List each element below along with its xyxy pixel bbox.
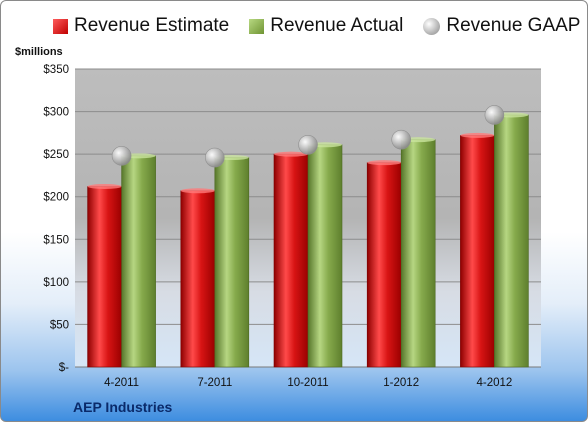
point-revenue-gaap <box>484 105 505 125</box>
bar-top-estimate <box>87 183 122 189</box>
bar-top-estimate <box>180 188 215 194</box>
legend-swatch-estimate <box>53 18 68 34</box>
y-tick-label: $250 <box>43 149 69 161</box>
bar-revenue-actual <box>307 144 343 368</box>
company-name: AEP Industries <box>73 399 173 415</box>
bar-revenue-estimate <box>460 135 495 368</box>
legend-item-actual: Revenue Actual <box>249 15 403 37</box>
x-tick-label: 4-2012 <box>476 377 512 389</box>
x-tick-label: 10-2011 <box>287 377 328 389</box>
bar-revenue-actual <box>214 157 250 368</box>
bar-top-estimate <box>460 132 495 138</box>
bar-top-estimate <box>367 160 402 166</box>
bar-revenue-actual <box>400 139 436 368</box>
y-tick-label: $200 <box>43 192 69 204</box>
legend-label-gaap: Revenue GAAP <box>446 15 581 36</box>
legend: Revenue Estimate Revenue Actual Revenue … <box>53 15 580 37</box>
bar-revenue-actual <box>494 114 529 368</box>
y-tick-label: $300 <box>43 107 69 119</box>
legend-label-estimate: Revenue Estimate <box>74 15 230 36</box>
point-revenue-gaap <box>205 147 225 168</box>
y-axis-unit-label: $millions <box>15 46 63 58</box>
bar-revenue-estimate <box>180 190 216 368</box>
legend-label-actual: Revenue Actual <box>270 15 404 36</box>
bar-revenue-estimate <box>273 153 309 368</box>
bar-revenue-estimate <box>87 186 122 368</box>
legend-item-gaap: Revenue GAAP <box>423 15 580 37</box>
y-tick-label: $50 <box>50 319 69 331</box>
x-tick-label: 4-2011 <box>104 377 139 389</box>
y-tick-label: $- <box>59 362 69 374</box>
bar-revenue-estimate <box>366 162 402 368</box>
legend-swatch-actual <box>249 18 265 34</box>
y-tick-label: $350 <box>43 64 69 76</box>
y-tick-label: $150 <box>43 234 69 246</box>
legend-item-estimate: Revenue Estimate <box>53 15 229 37</box>
y-tick-label: $100 <box>43 277 69 289</box>
point-revenue-gaap <box>111 146 132 166</box>
bar-revenue-actual <box>121 155 156 368</box>
legend-swatch-gaap <box>423 17 441 35</box>
point-revenue-gaap <box>391 129 412 150</box>
x-tick-label: 7-2011 <box>197 377 232 389</box>
point-revenue-gaap <box>298 134 318 155</box>
bar-top-estimate <box>274 151 308 157</box>
x-tick-label: 1-2012 <box>383 377 419 389</box>
